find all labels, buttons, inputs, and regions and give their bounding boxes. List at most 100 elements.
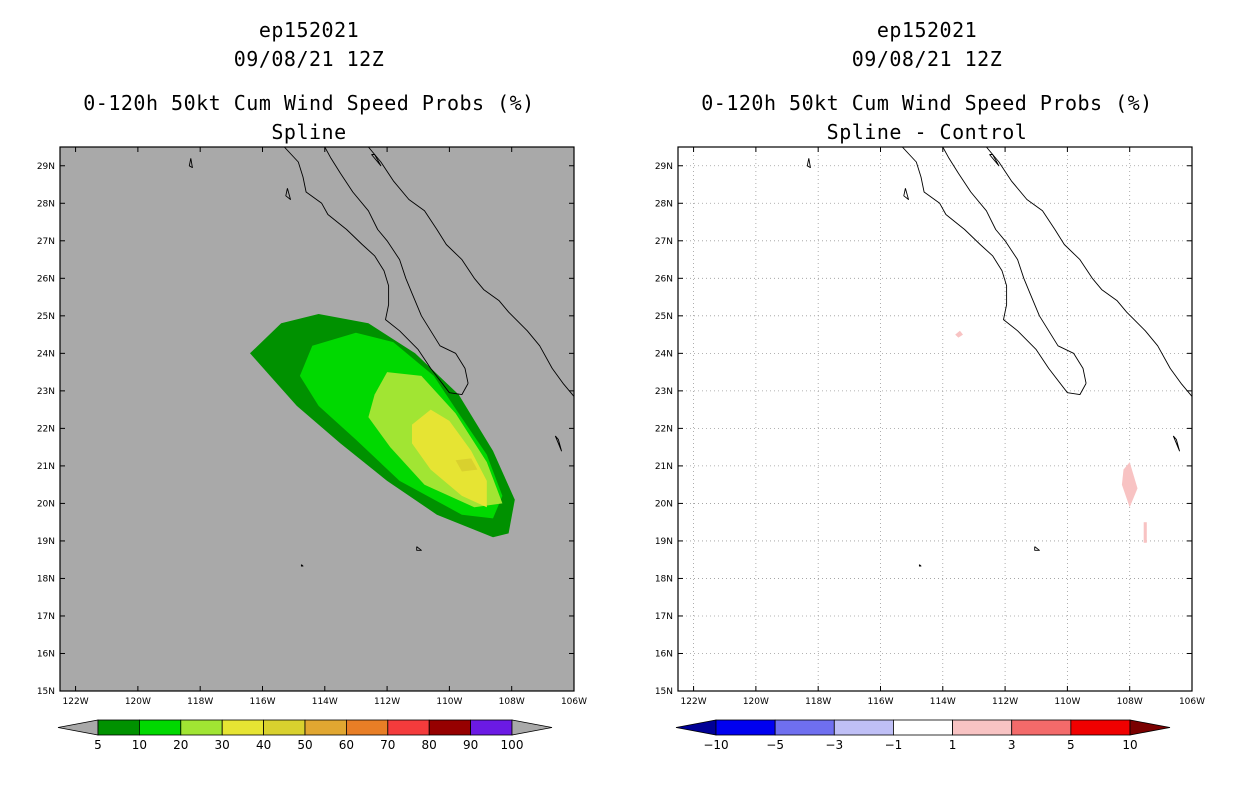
plot-area bbox=[188, 147, 574, 567]
colorbar-label: 1 bbox=[949, 738, 957, 752]
y-tick-label: 19N bbox=[37, 537, 55, 547]
x-tick-label: 106W bbox=[561, 697, 587, 707]
colorbar-label: 10 bbox=[1122, 738, 1137, 752]
colorbar-label: −3 bbox=[825, 738, 843, 752]
colorbar-box bbox=[774, 719, 835, 736]
colorbar-label: 60 bbox=[339, 738, 354, 752]
y-tick-label: 29N bbox=[655, 162, 673, 172]
y-tick-label: 28N bbox=[37, 199, 55, 209]
colorbar-box bbox=[833, 719, 894, 736]
colorbar-arrow-high bbox=[1129, 719, 1171, 736]
coastline-clarion-island bbox=[300, 564, 304, 567]
x-tick-label: 122W bbox=[63, 697, 89, 707]
chart-title-storm-id: ep152021 bbox=[876, 18, 978, 42]
colorbar-label: 20 bbox=[173, 738, 188, 752]
y-tick-label: 15N bbox=[37, 687, 55, 697]
contour-level-1 bbox=[955, 330, 963, 338]
colorbar-arrow-low bbox=[675, 719, 717, 736]
colorbar-label: 70 bbox=[380, 738, 395, 752]
x-tick-label: 108W bbox=[1117, 697, 1143, 707]
coastline-mainland-coast bbox=[368, 147, 574, 397]
x-tick-label: 120W bbox=[743, 697, 769, 707]
colorbar-box bbox=[221, 719, 264, 736]
y-tick-label: 23N bbox=[37, 387, 55, 397]
x-tick-label: 110W bbox=[436, 697, 462, 707]
plot-background bbox=[678, 147, 1192, 691]
colorbar-label: 80 bbox=[422, 738, 437, 752]
colorbar-label: 50 bbox=[297, 738, 312, 752]
contour-level-30 bbox=[412, 409, 487, 508]
colorbar-label: 30 bbox=[215, 738, 230, 752]
coastline-tres-marias bbox=[1172, 435, 1180, 452]
chart-title-date: 09/08/21 12Z bbox=[851, 47, 1003, 71]
y-tick-label: 20N bbox=[655, 499, 673, 509]
colorbar-box bbox=[893, 719, 953, 736]
chart-title-variable: 0-120h 50kt Cum Wind Speed Probs (%) bbox=[701, 91, 1153, 115]
coastline-cedros-island bbox=[903, 188, 909, 200]
x-tick-label: 106W bbox=[1179, 697, 1205, 707]
plot-frame bbox=[59, 146, 575, 692]
colorbar-box bbox=[345, 719, 389, 736]
chart-spline: 122W 120W 118W 116W 114W 112W 110W 108W 106W 15N 1… bbox=[37, 146, 587, 752]
x-tick-label: 114W bbox=[930, 697, 956, 707]
colorbar-box bbox=[138, 719, 182, 736]
coastline-gulf-west bbox=[324, 147, 469, 384]
panel-spline-control: ep152021 09/08/21 12Z 0-120h 50kt Cum Wi… bbox=[618, 0, 1236, 800]
colorbar-box bbox=[97, 719, 140, 736]
colorbar-label: 40 bbox=[256, 738, 271, 752]
y-tick-label: 24N bbox=[655, 349, 673, 359]
y-tick-label: 29N bbox=[37, 162, 55, 172]
x-tick-label: 122W bbox=[681, 697, 707, 707]
y-tick-label: 17N bbox=[655, 612, 673, 622]
colorbar-label: 100 bbox=[501, 738, 524, 752]
panel-spline: ep152021 09/08/21 12Z 0-120h 50kt Cum Wi… bbox=[37, 18, 587, 752]
coastline-tiburon-island bbox=[371, 154, 382, 167]
y-tick-label: 21N bbox=[655, 462, 673, 472]
y-tick-label: 20N bbox=[37, 499, 55, 509]
y-tick-label: 18N bbox=[37, 574, 55, 584]
plot-frame bbox=[677, 146, 1193, 692]
colorbar-box bbox=[952, 719, 1013, 736]
coastline-socorro-island bbox=[416, 546, 422, 551]
y-tick-label: 19N bbox=[655, 537, 673, 547]
chart-title-variable: 0-120h 50kt Cum Wind Speed Probs (%) bbox=[83, 91, 535, 115]
x-tick-label: 116W bbox=[867, 697, 893, 707]
y-tick-label: 23N bbox=[655, 387, 673, 397]
y-tick-label: 16N bbox=[37, 649, 55, 659]
contour-level-1 bbox=[1121, 462, 1138, 508]
colorbar-box bbox=[1070, 719, 1131, 736]
contour-level-40 bbox=[455, 458, 478, 472]
coastline-cedros-island bbox=[285, 188, 291, 200]
x-tick-label: 114W bbox=[312, 697, 338, 707]
y-tick-label: 16N bbox=[655, 649, 673, 659]
coastline-tiburon-island bbox=[989, 154, 1000, 167]
colorbar-label: 90 bbox=[463, 738, 478, 752]
y-tick-label: 25N bbox=[655, 312, 673, 322]
chart-spline-control: 122W 120W 118W 116W 114W 112W 110W 108W 106W 15N 1… bbox=[655, 146, 1205, 752]
x-tick-label: 112W bbox=[992, 697, 1018, 707]
coastline-gulf-west bbox=[942, 147, 1087, 384]
colorbar-box bbox=[180, 719, 223, 736]
colorbar-box bbox=[428, 719, 472, 736]
colorbar-label: 10 bbox=[132, 738, 147, 752]
colorbar-label: 3 bbox=[1008, 738, 1016, 752]
y-tick-label: 21N bbox=[37, 462, 55, 472]
colorbar-arrow-high bbox=[511, 719, 553, 736]
x-tick-label: 120W bbox=[125, 697, 151, 707]
coastline-guadalupe-island bbox=[188, 158, 193, 169]
chart-title-date: 09/08/21 12Z bbox=[233, 47, 385, 71]
coastline-pacific-coast bbox=[901, 147, 1087, 396]
colorbar-label: −1 bbox=[885, 738, 903, 752]
coastline-mainland-coast bbox=[986, 147, 1192, 397]
plot-area bbox=[678, 147, 1192, 691]
y-tick-label: 24N bbox=[37, 349, 55, 359]
y-tick-label: 22N bbox=[37, 424, 55, 434]
y-tick-label: 26N bbox=[37, 274, 55, 284]
y-tick-label: 25N bbox=[37, 312, 55, 322]
coastline-guadalupe-island bbox=[806, 158, 811, 169]
colorbar-box bbox=[470, 719, 513, 736]
colorbar-box bbox=[715, 719, 776, 736]
y-tick-label: 22N bbox=[655, 424, 673, 434]
y-tick-label: 26N bbox=[655, 274, 673, 284]
coastline-tres-marias bbox=[554, 435, 562, 452]
